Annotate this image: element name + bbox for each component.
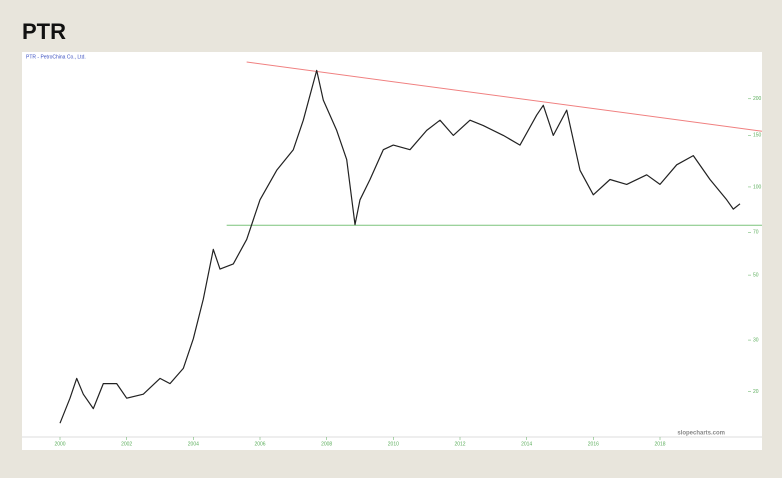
y-tick-label: 50 [753,272,759,278]
trend-line [246,61,763,132]
y-tick-label: 100 [753,184,762,190]
x-tick-label: 2004 [188,441,199,447]
x-tick-label: 2002 [121,441,132,447]
x-tick-label: 2016 [588,441,599,447]
x-tick-label: 2008 [321,441,332,447]
x-tick-label: 2012 [454,441,465,447]
y-tick-label: 200 [753,96,762,102]
x-tick-label: 2006 [254,441,265,447]
x-tick-label: 2000 [54,441,65,447]
y-tick-label: 20 [753,389,759,395]
price-line [59,69,741,424]
x-tick-label: 2018 [654,441,665,447]
x-tick-label: 2014 [521,441,532,447]
y-tick-label: 30 [753,337,759,343]
x-tick-label: 2010 [388,441,399,447]
watermark: slopecharts.com [677,431,725,437]
legend-text: PTR - PetroChina Co., Ltd. [26,54,86,60]
y-tick-label: 70 [753,230,759,236]
y-tick-label: 150 [753,133,762,139]
chart-title: PTR [22,19,66,44]
plot-panel [22,52,762,450]
